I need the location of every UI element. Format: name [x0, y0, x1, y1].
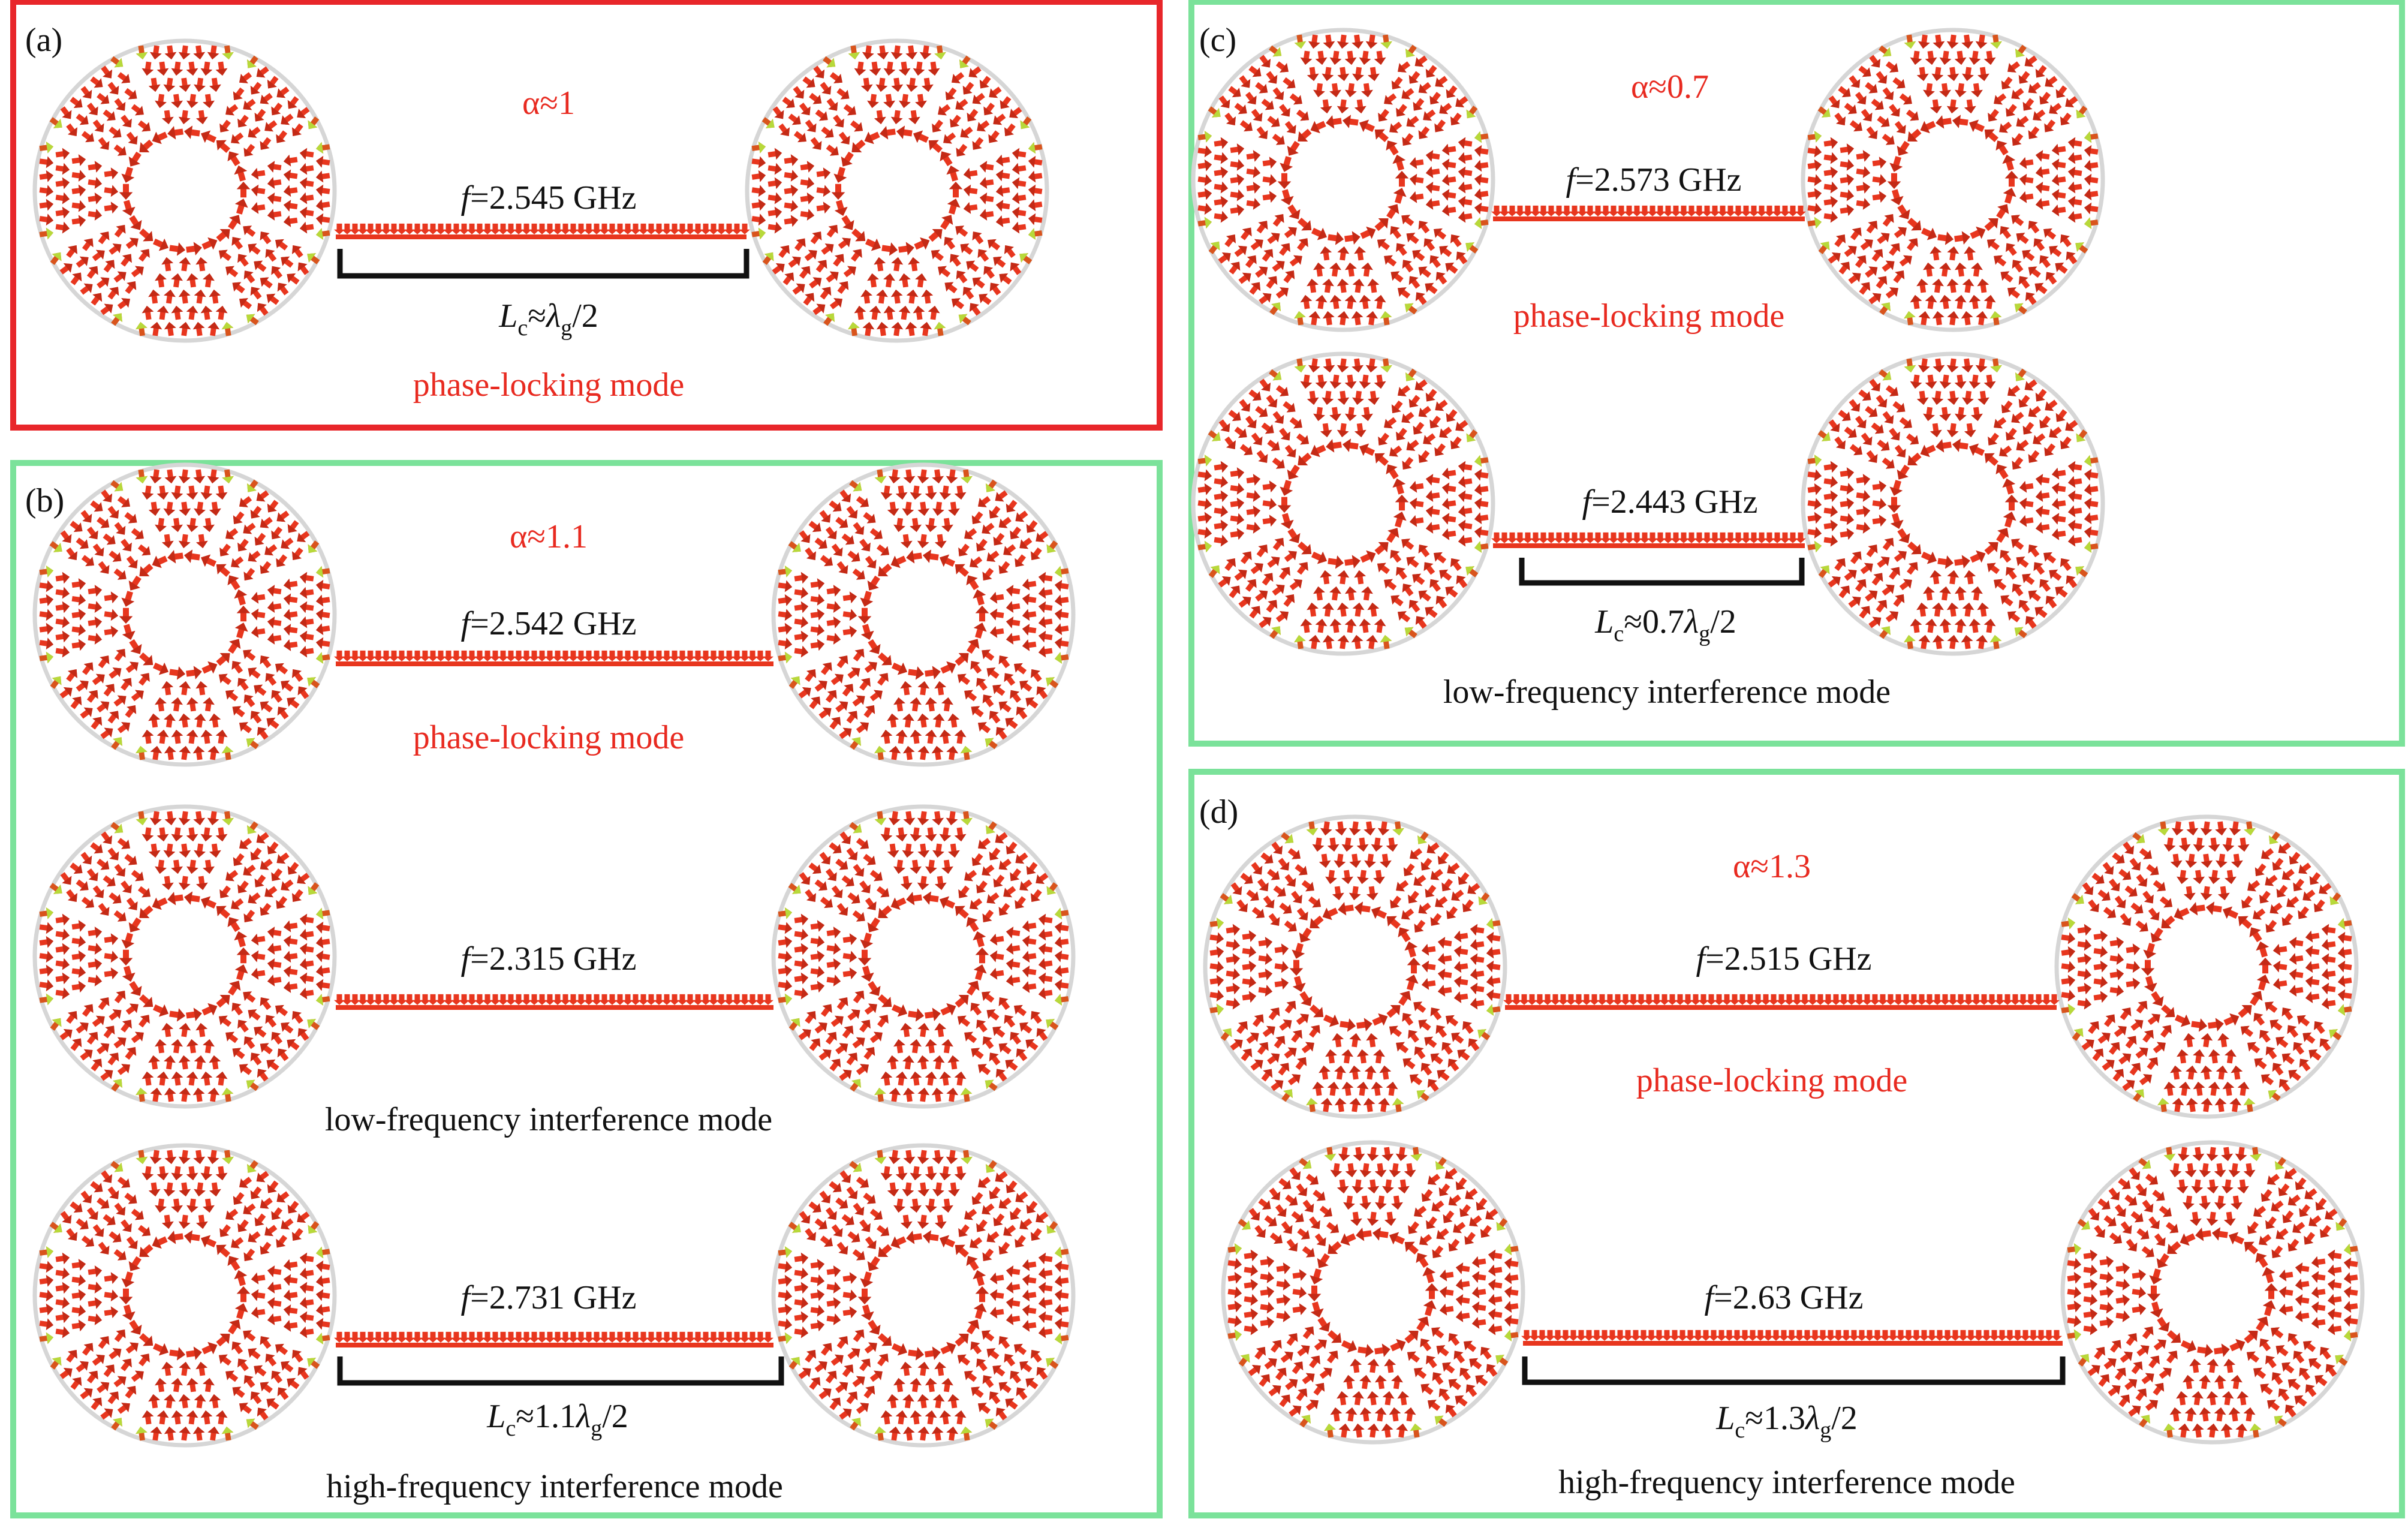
cavity-right [771, 1143, 1076, 1448]
coupling-line [1521, 1329, 2063, 1346]
frequency-label: f=2.545 GHz [461, 179, 637, 216]
coupling-line [334, 1331, 773, 1347]
coupling-line [334, 223, 750, 239]
coupling-line [1503, 994, 2060, 1010]
cavity-left [1191, 28, 1495, 332]
cavity-left [32, 1143, 337, 1448]
cavity-right [771, 462, 1076, 767]
mode-label: high-frequency interference mode [326, 1468, 783, 1505]
cavity-left [1191, 351, 1495, 656]
panel-c: (c) α≈0.7 f=2.573 GHz phase-locking mode… [1188, 0, 2405, 747]
frequency-label: f=2.542 GHz [461, 605, 637, 642]
cavity-left [32, 462, 337, 767]
length-label: Lc≈λg/2 [498, 297, 598, 341]
panel-b-frame [10, 460, 1163, 1518]
coupling-line [334, 650, 773, 666]
panel-b-label: (b) [25, 482, 64, 519]
panel-a-alpha: α≈1 [522, 85, 575, 122]
frequency-label: f=2.731 GHz [461, 1279, 637, 1316]
mode-label: phase-locking mode [413, 366, 685, 404]
length-bracket [337, 1356, 784, 1386]
panel-d-alpha: α≈1.3 [1733, 848, 1811, 885]
length-bracket [1522, 1356, 2066, 1385]
coupling-line [1491, 532, 1806, 548]
length-bracket [1519, 558, 1805, 586]
panel-d-label: (d) [1199, 793, 1238, 831]
mode-label: phase-locking mode [413, 719, 685, 756]
coupling-line [1491, 205, 1806, 221]
mode-label: phase-locking mode [1513, 297, 1785, 335]
panel-d-frame [1188, 769, 2405, 1518]
cavity-left [32, 804, 337, 1109]
cavity-right [1801, 28, 2105, 332]
length-bracket [337, 249, 750, 279]
frequency-label: f=2.515 GHz [1696, 940, 1872, 977]
cavity-right [2054, 814, 2359, 1119]
cavity-right [745, 38, 1049, 343]
cavity-right [771, 804, 1076, 1109]
cavity-left [1203, 814, 1507, 1119]
cavity-left [32, 38, 337, 343]
mode-label: high-frequency interference mode [1558, 1464, 2015, 1501]
cavity-right [2060, 1140, 2365, 1445]
cavity-right [1801, 351, 2105, 656]
panel-d: (d) α≈1.3 f=2.515 GHz phase-locking mode… [1188, 769, 2405, 1518]
mode-label: phase-locking mode [1636, 1062, 1908, 1099]
cavity-left [1221, 1140, 1525, 1445]
panel-a-frame [10, 0, 1163, 431]
panel-c-frame [1188, 0, 2405, 747]
length-label: Lc≈1.3λg/2 [1715, 1400, 1858, 1443]
panel-a-label: (a) [25, 22, 62, 59]
frequency-label: f=2.443 GHz [1582, 483, 1758, 521]
mode-label: low-frequency interference mode [1443, 673, 1891, 711]
panel-c-alpha: α≈0.7 [1631, 68, 1709, 106]
length-label: Lc≈1.1λg/2 [486, 1398, 628, 1441]
frequency-label: f=2.573 GHz [1566, 161, 1742, 198]
panel-c-label: (c) [1199, 22, 1236, 59]
frequency-label: f=2.315 GHz [461, 940, 637, 977]
panel-b: (b) α≈1.1 f=2.542 GHz phase-locking mode… [10, 460, 1163, 1518]
length-label: Lc≈0.7λg/2 [1594, 603, 1736, 646]
frequency-label: f=2.63 GHz [1705, 1279, 1864, 1316]
coupling-line [334, 994, 773, 1010]
panel-a: (a) α≈1 f=2.545 GHz Lc≈λg/2 phase-lockin… [10, 0, 1163, 431]
mode-label: low-frequency interference mode [325, 1101, 772, 1138]
panel-b-alpha: α≈1.1 [510, 518, 588, 555]
